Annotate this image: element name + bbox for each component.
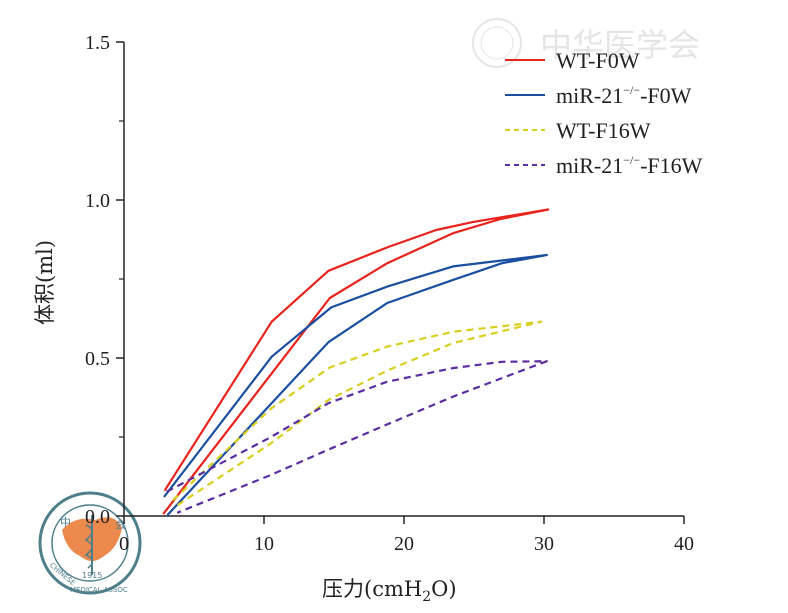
svg-text:MEDICAL ASSOC: MEDICAL ASSOC (70, 586, 128, 594)
y-tick-label: 0.5 (85, 348, 110, 370)
series-line-wt-f0w (162, 208, 550, 515)
legend-label-wt-f0w: WT-F0W (556, 48, 640, 73)
x-tick-label: 0 (119, 533, 129, 555)
y-tick-label: 0.0 (85, 506, 110, 528)
axes: 0 10 20 30 40 0.0 0.5 1.0 1.5 (85, 32, 694, 555)
y-tick-label: 1.5 (85, 32, 110, 54)
legend: WT-F0W miR-21−/−-F0W WT-F16W miR-21−/−-F16W (505, 48, 703, 178)
svg-text:会: 会 (115, 518, 126, 531)
series-line-mir-21-f16w (166, 360, 548, 514)
chinese-medical-association-seal: 1915 中 会 CHINESE MEDICAL ASSOC (38, 491, 142, 595)
x-tick-label: 20 (394, 533, 414, 555)
svg-text:1915: 1915 (82, 571, 102, 580)
series-line-mir-21-f0w (163, 253, 548, 516)
x-tick-label: 40 (674, 533, 694, 555)
y-tick-label: 1.0 (85, 190, 110, 212)
y-axis-label: 体积(ml) (33, 240, 57, 325)
watermark-logo: 中华医学会 (472, 18, 700, 68)
legend-label-mir-21-f16w: miR-21−/−-F16W (556, 153, 703, 178)
svg-text:中: 中 (60, 516, 71, 529)
x-tick-label: 10 (254, 533, 274, 555)
legend-label-mir-21-f0w: miR-21−/−-F0W (556, 83, 692, 108)
x-axis-label: 压力(cmH2O) (322, 577, 457, 605)
svg-text:中华医学会: 中华医学会 (540, 26, 700, 64)
x-tick-label: 30 (534, 533, 554, 555)
legend-label-wt-f16w: WT-F16W (556, 118, 651, 143)
series-lines (162, 208, 550, 516)
